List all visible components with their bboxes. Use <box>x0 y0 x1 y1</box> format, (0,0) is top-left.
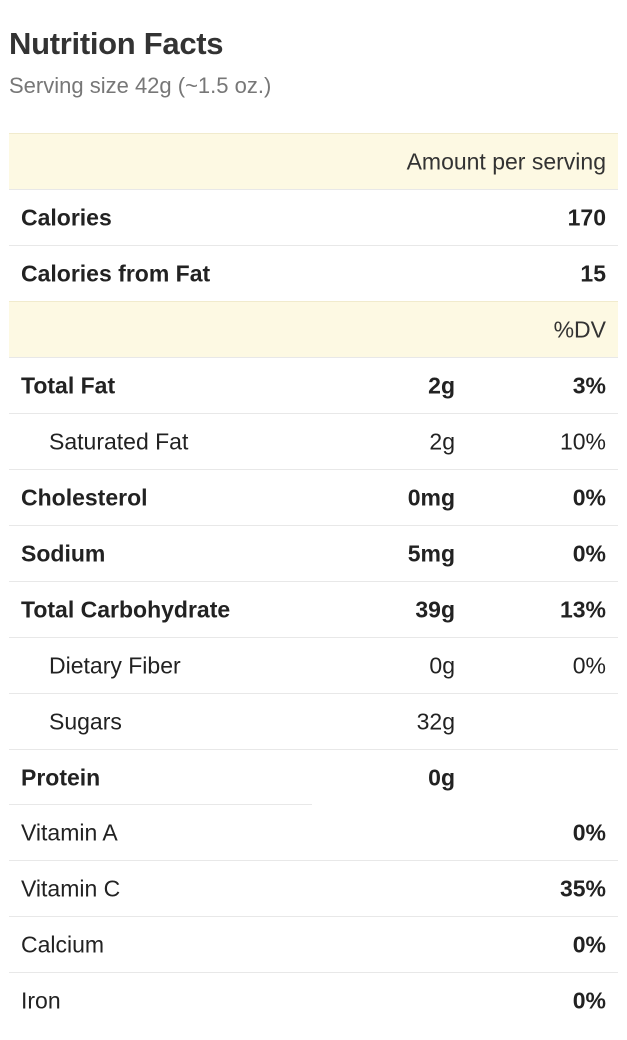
nutrient-row-saturated-fat: Saturated Fat 2g 10% <box>9 413 618 469</box>
nutrient-row-sodium: Sodium 5mg 0% <box>9 525 618 581</box>
nutrient-amount: 0g <box>429 652 455 678</box>
vitamin-label: Iron <box>21 987 61 1013</box>
vitamin-row-vitamin-a: Vitamin A 0% <box>9 804 618 860</box>
nutrient-label: Sodium <box>21 540 106 566</box>
vitamin-label: Calcium <box>21 931 105 957</box>
calories-from-fat-label: Calories from Fat <box>21 260 211 286</box>
vitamin-row-calcium: Calcium 0% <box>9 916 618 972</box>
calories-from-fat-value: 15 <box>580 260 606 286</box>
nutrient-dv: 0% <box>572 652 606 678</box>
nutrient-row-protein: Protein 0g <box>9 749 618 805</box>
nutrient-dv: 0% <box>572 540 606 566</box>
nutrient-row-sugars: Sugars 32g <box>9 693 618 749</box>
nutrient-amount: 2g <box>428 372 455 398</box>
calories-value: 170 <box>567 204 606 230</box>
nutrient-amount: 39g <box>415 596 455 622</box>
vitamin-row-iron: Iron 0% <box>9 972 618 1028</box>
nutrient-dv: 10% <box>559 428 606 454</box>
serving-size: Serving size 42g (~1.5 oz.) <box>9 73 272 98</box>
nutrient-amount: 0mg <box>407 484 455 510</box>
nutrient-amount: 2g <box>429 428 455 454</box>
vitamin-dv: 0% <box>572 931 606 957</box>
nutrient-amount: 0g <box>428 764 455 790</box>
calories-from-fat-row: Calories from Fat 15 <box>9 245 618 301</box>
amount-header-row: Amount per serving <box>9 133 618 189</box>
nutrient-dv: 0% <box>572 484 606 510</box>
nutrient-label: Dietary Fiber <box>49 652 181 678</box>
nutrition-table: Amount per serving Calories 170 Calories… <box>9 133 618 1028</box>
nutrient-amount: 32g <box>416 708 455 734</box>
vitamin-dv: 0% <box>572 987 606 1013</box>
nutrient-label: Protein <box>21 764 101 790</box>
vitamin-dv: 35% <box>559 875 606 901</box>
dv-header-row: %DV <box>9 301 618 357</box>
calories-row: Calories 170 <box>9 189 618 245</box>
nutrient-dv: 3% <box>572 372 606 398</box>
nutrient-dv: 13% <box>559 596 606 622</box>
vitamin-dv: 0% <box>572 819 606 845</box>
nutrient-label: Sugars <box>49 708 122 734</box>
nutrient-amount: 5mg <box>407 540 455 566</box>
dv-header-label: %DV <box>553 316 606 342</box>
nutrient-label: Cholesterol <box>21 484 148 510</box>
nutrient-row-dietary-fiber: Dietary Fiber 0g 0% <box>9 637 618 693</box>
nutrient-row-total-carbohydrate: Total Carbohydrate 39g 13% <box>9 581 618 637</box>
amount-per-serving-label: Amount per serving <box>406 148 606 174</box>
calories-label: Calories <box>21 204 112 230</box>
nutrient-row-cholesterol: Cholesterol 0mg 0% <box>9 469 618 525</box>
vitamin-label: Vitamin C <box>21 875 121 901</box>
nutrient-label: Saturated Fat <box>49 428 189 454</box>
nutrient-label: Total Carbohydrate <box>21 596 231 622</box>
nutrient-row-total-fat: Total Fat 2g 3% <box>9 357 618 413</box>
vitamin-row-vitamin-c: Vitamin C 35% <box>9 860 618 916</box>
vitamin-label: Vitamin A <box>21 819 118 845</box>
nutrient-label: Total Fat <box>21 372 116 398</box>
page-title: Nutrition Facts <box>9 26 224 61</box>
